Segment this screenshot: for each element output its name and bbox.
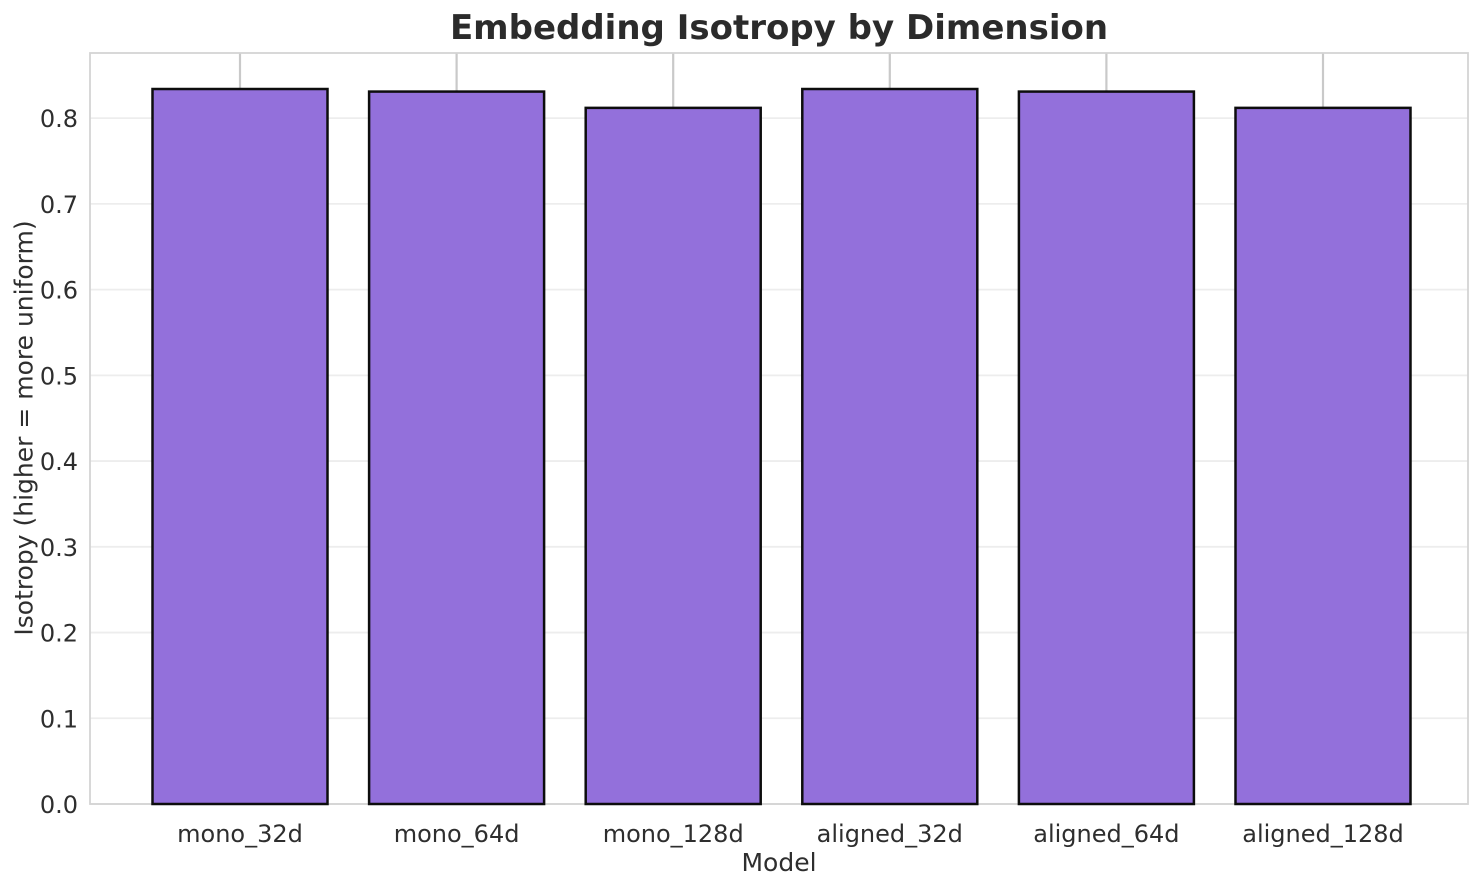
- bar-aligned_32d: [801, 87, 979, 806]
- x-tick-label: mono_32d: [177, 820, 303, 848]
- bar-mono_128d: [584, 106, 762, 806]
- bar-aligned_64d: [1017, 90, 1196, 806]
- bar-mono_64d: [367, 90, 546, 806]
- y-tick-label: 0.3: [40, 534, 78, 562]
- bar-aligned_128d: [1234, 106, 1412, 806]
- y-tick-label: 0.0: [40, 791, 78, 819]
- plot-border: [89, 52, 1469, 805]
- y-tick-label: 0.5: [40, 362, 78, 390]
- y-tick-label: 0.2: [40, 620, 78, 648]
- y-tick-label: 0.4: [40, 448, 78, 476]
- y-tick-label: 0.6: [40, 277, 78, 305]
- bar-mono_32d: [151, 87, 329, 806]
- chart-title: Embedding Isotropy by Dimension: [449, 8, 1109, 48]
- y-tick-label: 0.1: [40, 705, 78, 733]
- x-tick-label: mono_64d: [394, 820, 520, 848]
- x-tick-label: aligned_64d: [1033, 820, 1179, 848]
- y-axis-label: Isotropy (higher = more uniform): [9, 220, 39, 636]
- y-tick-label: 0.7: [40, 191, 78, 219]
- x-tick-label: mono_128d: [603, 820, 744, 848]
- x-axis-label: Model: [741, 848, 817, 877]
- y-tick-label: 0.8: [40, 105, 78, 133]
- x-tick-label: aligned_128d: [1242, 820, 1404, 848]
- x-tick-label: aligned_32d: [817, 820, 963, 848]
